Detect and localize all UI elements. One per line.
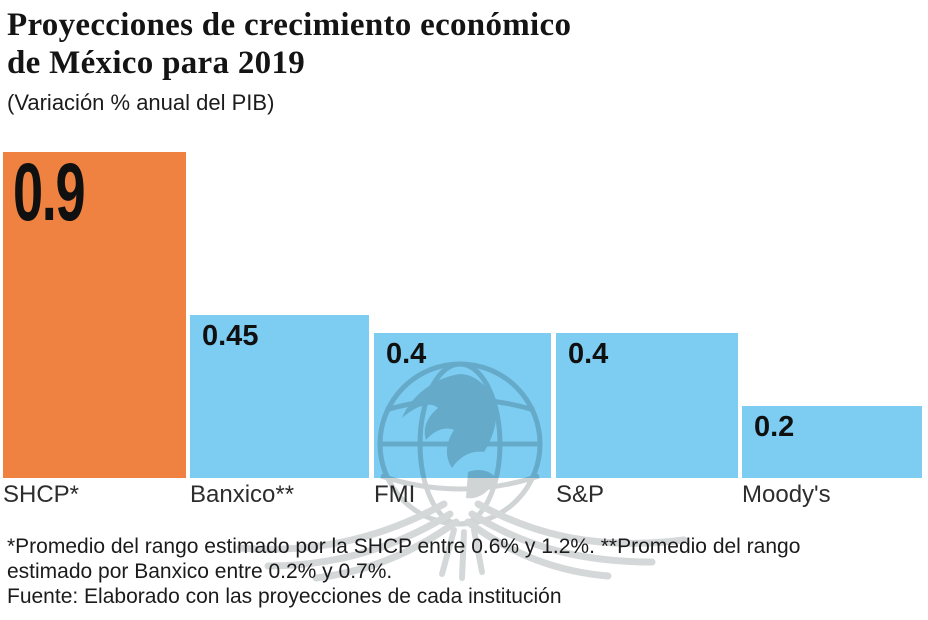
bar-value-label: 0.45 bbox=[202, 320, 259, 352]
bar-category-label: SHCP* bbox=[3, 481, 80, 508]
page-title: Proyecciones de crecimiento económico de… bbox=[7, 6, 867, 82]
bar-value-label: 0.4 bbox=[568, 338, 609, 370]
bar-banxico: 0.45 bbox=[190, 315, 369, 478]
source-text: Fuente: Elaborado con las proyecciones d… bbox=[7, 585, 562, 608]
bar-value-label: 0.2 bbox=[754, 411, 795, 443]
title-line-1: Proyecciones de crecimiento económico bbox=[7, 7, 572, 43]
bar-moodys: 0.2 bbox=[742, 406, 922, 478]
bar-category-label: FMI bbox=[374, 481, 416, 508]
bar-category-label: Moody's bbox=[742, 481, 831, 508]
bar-sp: 0.4 bbox=[556, 333, 738, 478]
bar-shcp: 0.9 bbox=[3, 152, 186, 478]
footnote-text: *Promedio del rango estimado por la SHCP… bbox=[7, 535, 801, 583]
bar-fmi: 0.4 bbox=[374, 333, 551, 478]
footnotes: *Promedio del rango estimado por la SHCP… bbox=[7, 534, 841, 609]
bar-category-label: S&P bbox=[556, 481, 605, 508]
title-line-2: de México para 2019 bbox=[7, 45, 306, 81]
bar-category-label: Banxico** bbox=[190, 481, 295, 508]
chart-subtitle: (Variación % anual del PIB) bbox=[7, 90, 275, 115]
bar-value-label: 0.9 bbox=[13, 147, 86, 238]
bar-value-label: 0.4 bbox=[386, 338, 427, 370]
